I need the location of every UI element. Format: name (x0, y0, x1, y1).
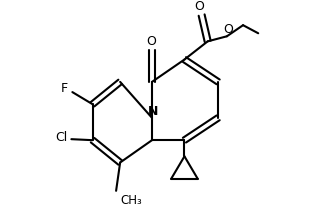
Text: F: F (61, 82, 68, 95)
Text: N: N (148, 105, 158, 118)
Text: O: O (195, 0, 205, 14)
Text: CH₃: CH₃ (120, 194, 142, 207)
Text: O: O (146, 35, 156, 48)
Text: O: O (223, 23, 233, 36)
Text: Cl: Cl (55, 131, 67, 144)
